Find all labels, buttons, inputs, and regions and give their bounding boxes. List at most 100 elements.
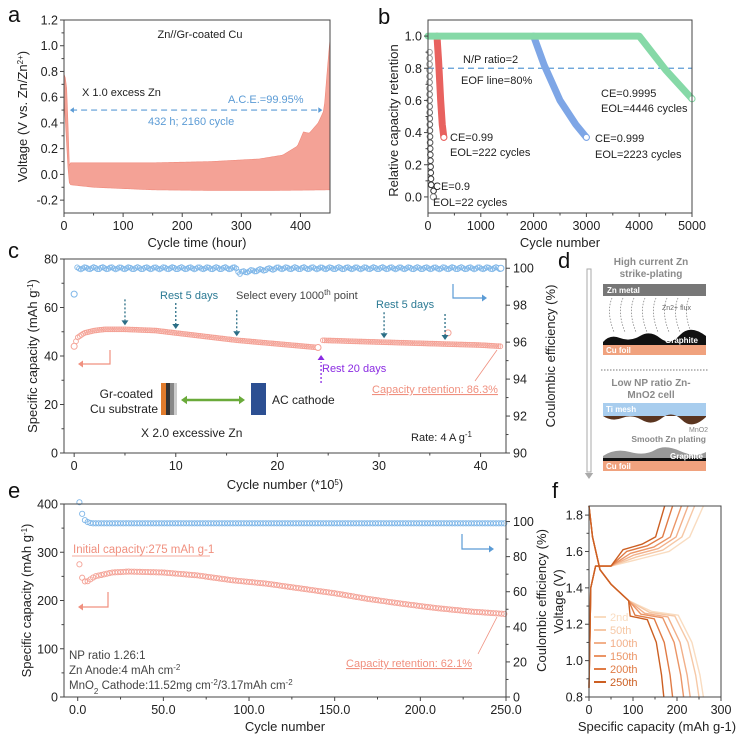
panel-a-xtick-label: 0 [61, 219, 68, 233]
panel-e-xtick-label: 200.0 [405, 703, 436, 717]
panel-c-capacity-point [305, 343, 312, 350]
panel-d-flux-line [620, 297, 626, 333]
panel-a-ytick-label: 0.6 [41, 91, 58, 105]
panel-b-ce-label: CE=0.9995 [601, 88, 656, 100]
panel-d-cu-foil-label-2: Cu foil [606, 462, 631, 471]
panel-d-smooth-label: Smooth Zn plating [631, 434, 706, 444]
panel-c-capacity-point [115, 326, 121, 333]
panel-b-ytick-label: 0.6 [405, 94, 422, 108]
panel-e-ce-point [76, 499, 83, 506]
panel-c-capacity-point [464, 341, 471, 348]
panel-d-bottom-title-2: MnO2 cell [627, 390, 674, 401]
panel-c-capacity-point [131, 326, 138, 333]
panel-c-ce-point [94, 266, 101, 272]
panel-c-ce-point [330, 266, 337, 272]
panel-c-capacity-point [276, 341, 282, 347]
panel-f-legend-label: 50th [610, 625, 631, 637]
panel-d-smooth-zn-layer [603, 447, 706, 459]
panel-c-cathode-label: AC cathode [272, 393, 335, 407]
panel-c-capacity-point [404, 340, 410, 346]
panel-c-capacity-point [299, 343, 306, 349]
panel-e-y2label: Coulombic efficiency (%) [534, 529, 549, 672]
panel-c-capacity-point [148, 327, 154, 334]
panel-c-capacity-point [426, 340, 432, 347]
panel-c-capacity-point [138, 327, 145, 333]
panel-c-capacity-point [376, 339, 383, 345]
panel-c-ce-point [129, 266, 135, 272]
panel-c-capacity-point [409, 340, 416, 346]
panel-b-np-ratio: N/P ratio=2 [463, 54, 518, 66]
panel-c-capacity-point [453, 341, 460, 348]
panel-e-ce-point [498, 520, 505, 527]
panel-c-capacity-point [444, 329, 452, 337]
panel-label-b: b [378, 4, 390, 29]
panel-d-flux-line [675, 297, 681, 333]
panel-c-capacity-point [296, 342, 302, 349]
panel-a-xtick-label: 100 [113, 219, 134, 233]
panel-e-ylabel-part: -1 [20, 527, 29, 535]
panel-e-ylabel-part: Specific capacity (mAh g [19, 535, 34, 677]
panel-e-anode-label-part: Zn Anode:4 mAh cm [69, 665, 173, 677]
panel-c-capacity-point [440, 341, 447, 347]
panel-c-capacity-point [427, 340, 434, 347]
panel-e-np-ratio-label: NP ratio 1.26:1 [69, 650, 146, 662]
panel-c-capacity-point [395, 339, 401, 346]
panel-a-arrowhead-left [69, 107, 74, 113]
panel-c-capacity-point [402, 339, 409, 346]
panel-c-capacity-point [497, 343, 504, 350]
panel-e-capacity-point [498, 610, 505, 617]
panel-c-rest-arrowhead [121, 320, 129, 326]
panel-b-eol-label: EOL=4446 cycles [601, 103, 688, 115]
panel-b-eol-label: EOL=22 cycles [433, 197, 508, 209]
panel-c-capacity-point [235, 337, 242, 344]
panel-c-sep-layer [174, 383, 177, 415]
panel-c-capacity-point [100, 326, 107, 333]
panel-c-capacity-point [272, 340, 279, 347]
panel-d-graphite-layer-2 [603, 458, 706, 461]
panel-f-ytick-label: 1.2 [566, 618, 583, 632]
panel-c-capacity-point [254, 339, 260, 345]
panel-c-capacity-point [117, 326, 123, 333]
panel-c-capacity-point [321, 337, 328, 344]
panel-c-capacity-point [363, 338, 370, 345]
panel-c-capacity-point [250, 338, 257, 345]
panel-c-capacity-point [261, 339, 268, 346]
panel-b-endpoint [440, 133, 448, 141]
panel-c-capacity-point [277, 341, 284, 348]
panel-c-right-ytick-label: 90 [513, 447, 527, 461]
panel-f-legend-label: 100th [610, 638, 638, 650]
panel-c-capacity-point [389, 339, 396, 346]
panel-c-capacity-point [488, 342, 495, 349]
panel-e-retention-label: Capacity retention: 62.1% [346, 658, 472, 670]
panel-c-capacity-point [387, 339, 394, 346]
panel-c-capacity-point [380, 339, 387, 346]
panel-c-capacity-point [470, 342, 476, 348]
panel-c-ce-point [352, 264, 359, 271]
panel-a-ylabel: Voltage (V vs. Zn/Zn2+) [15, 51, 30, 182]
panel-b-line-0999 [530, 32, 590, 141]
panel-e-capacity-point [95, 572, 102, 579]
panel-c-capacity-point [111, 326, 118, 333]
panel-e-cathode-label-part: -2 [211, 678, 219, 687]
panel-f-discharge-curve-250th [588, 505, 665, 698]
panel-e-right-ytick-label: 20 [513, 655, 527, 669]
panel-c-capacity-point [413, 340, 420, 347]
panel-c-ylabel-part: Specific capacity (mAh g [25, 291, 40, 433]
panel-c-capacity-point [234, 337, 240, 344]
panel-d-process-arrow-shaft [586, 268, 592, 473]
panel-c-capacity-point [435, 340, 441, 347]
panel-c-retention-pointer [474, 349, 498, 382]
panel-b-ytick-label: 0.2 [405, 158, 422, 172]
panel-f-ylabel: Voltage (V) [551, 569, 566, 633]
panel-c-excess-label: X 2.0 excessive Zn [141, 426, 242, 440]
panel-c-ce-point [474, 264, 481, 271]
panel-c-capacity-point [491, 343, 498, 349]
panel-c-capacity-point [290, 342, 297, 349]
panel-b-ytick-label: 0.4 [405, 126, 422, 140]
panel-c-xtick-label: 30 [372, 459, 386, 473]
panel-b-endpoint-ce09 [429, 193, 437, 201]
panel-b-eof-label: EOF line=80% [461, 75, 532, 87]
panel-c-capacity-point [245, 338, 251, 345]
panel-d-ti-mesh-block [603, 403, 706, 416]
panel-e-ytick-label: 200 [37, 594, 58, 608]
